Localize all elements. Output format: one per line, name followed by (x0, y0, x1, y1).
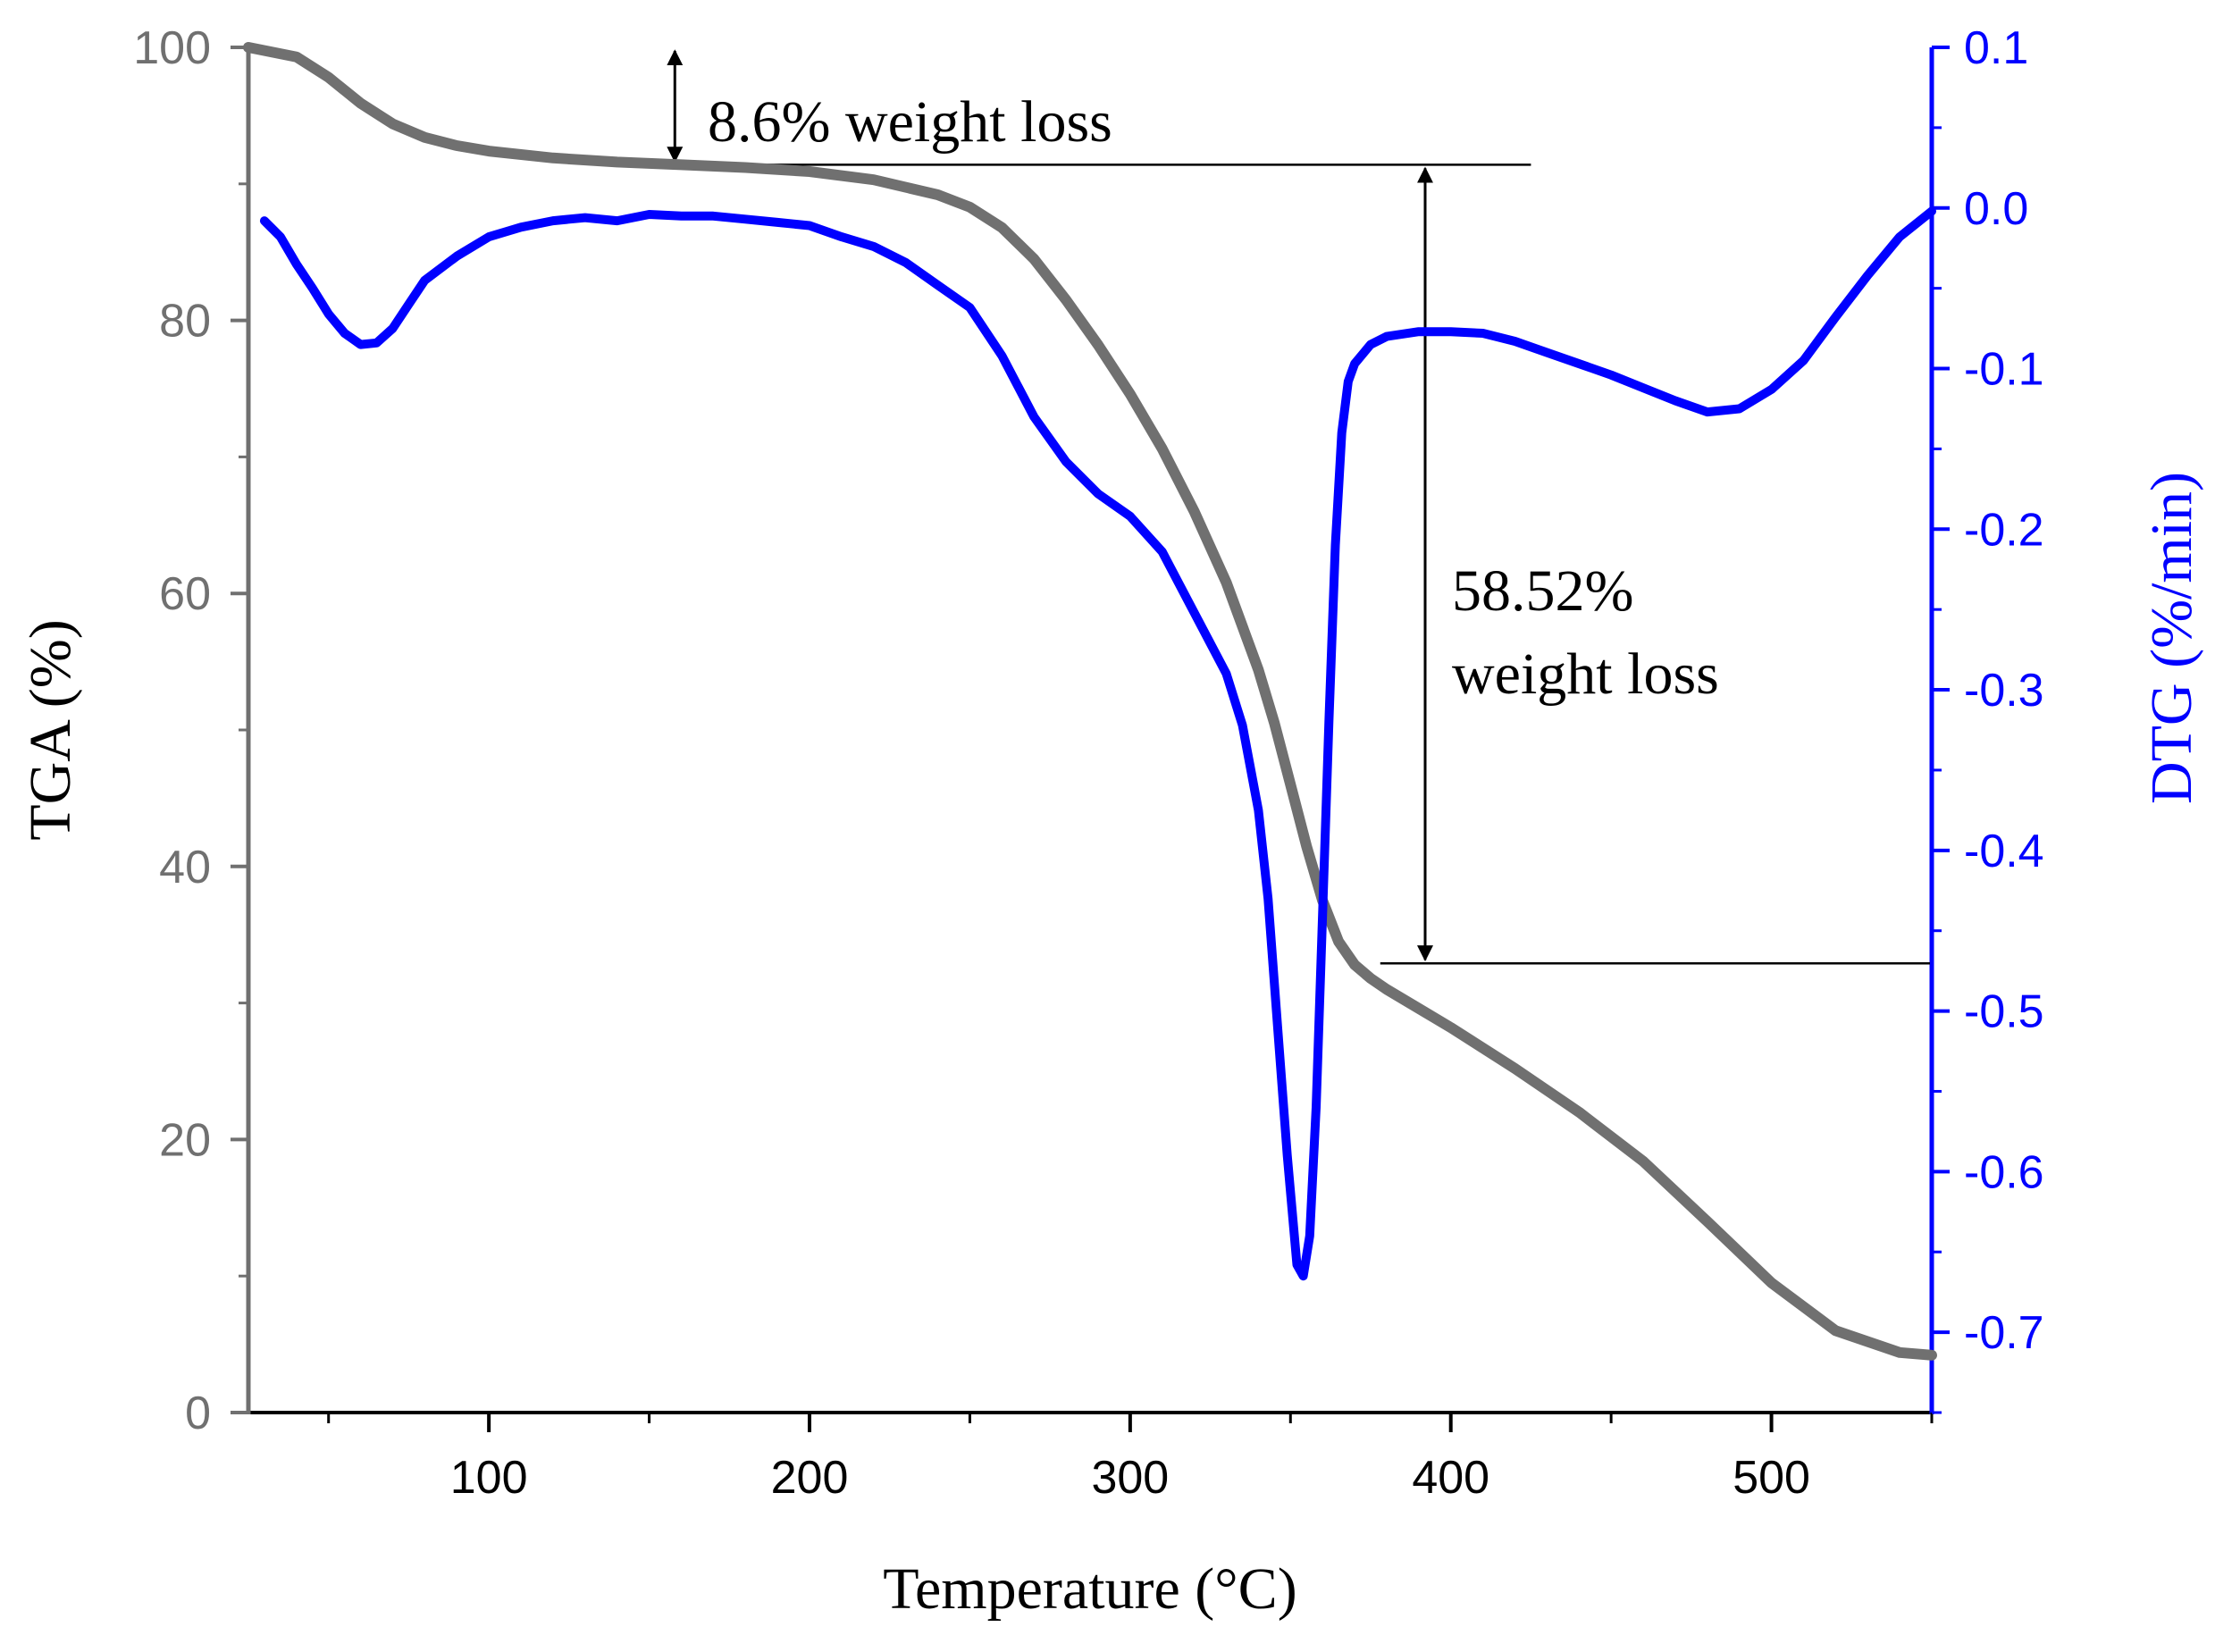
y-right-tick-label-3: -0.2 (1964, 504, 2044, 556)
x-axis-ticks: 100 200 300 400 500 (327, 1413, 1934, 1504)
y-right-tick-label-1: 0.0 (1964, 183, 2028, 235)
y-right-axis-title: DTG (%/min) (2139, 472, 2204, 804)
y-right-tick-label-2: -0.1 (1964, 344, 2044, 396)
y-left-tick-label-20: 20 (159, 1114, 211, 1166)
y-left-tick-label-100: 100 (133, 22, 211, 74)
plot-area: 100 200 300 400 500 0 20 40 60 80 100 0.1 0.0 -0.1 -… (133, 22, 2043, 1504)
tga-series-line (243, 42, 1937, 1361)
annotation-8-6-weight-loss: 8.6% weight loss (708, 89, 1112, 155)
y-left-tick-label-0: 0 (185, 1388, 211, 1439)
y-left-tick-label-80: 80 (159, 296, 211, 348)
y-right-axis-ticks: 0.1 0.0 -0.1 -0.2 -0.3 -0.4 -0.5 -0.6 -0.7 (1932, 22, 2044, 1414)
x-tick-label-300: 300 (1091, 1452, 1169, 1504)
y-right-tick-label-5: -0.4 (1964, 826, 2044, 877)
x-tick-label-100: 100 (450, 1452, 528, 1504)
y-right-tick-label-0: 0.1 (1964, 22, 2028, 74)
x-tick-label-200: 200 (771, 1452, 849, 1504)
y-right-tick-label-4: -0.3 (1964, 665, 2044, 717)
y-left-tick-label-40: 40 (159, 842, 211, 893)
y-right-tick-label-8: -0.7 (1964, 1307, 2044, 1359)
dtg-series-line (259, 206, 1936, 1281)
y-right-tick-label-7: -0.6 (1964, 1146, 2044, 1198)
y-left-axis-ticks: 0 20 40 60 80 100 (133, 22, 248, 1439)
y-right-tick-label-6: -0.5 (1964, 986, 2044, 1038)
x-tick-label-500: 500 (1733, 1452, 1810, 1504)
annotation-58-52-line2: weight loss (1452, 642, 1719, 707)
annotations: 8.6% weight loss 58.52% weight loss (667, 49, 1930, 965)
x-tick-label-400: 400 (1412, 1452, 1489, 1504)
annotation-58-52-line1: 58.52% (1452, 558, 1633, 624)
y-left-tick-label-60: 60 (159, 568, 211, 620)
y-left-axis-title: TGA (%) (18, 619, 83, 840)
x-axis-title: Temperature (°C) (883, 1556, 1296, 1622)
